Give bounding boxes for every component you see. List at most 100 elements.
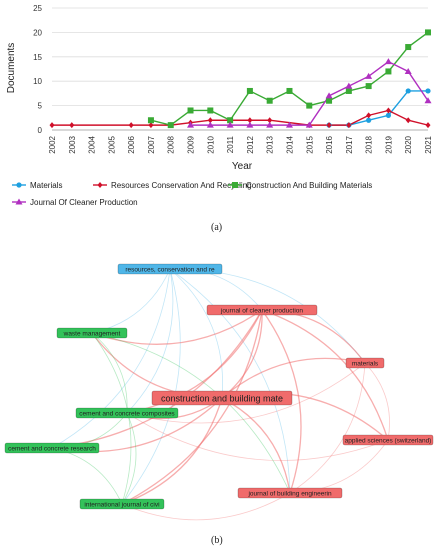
node-box <box>56 327 128 339</box>
data-point <box>148 122 154 129</box>
data-point <box>227 117 234 124</box>
data-point <box>425 29 431 36</box>
network-edge <box>91 332 291 494</box>
data-point <box>366 117 372 123</box>
network-edge <box>121 412 137 505</box>
network-edge <box>169 268 263 311</box>
network-edge <box>91 332 223 399</box>
node-label: materials <box>352 361 379 368</box>
network-edges <box>51 268 390 521</box>
data-point <box>345 87 352 94</box>
series-line <box>190 60 429 126</box>
data-point <box>346 122 352 129</box>
network-node: cement and concrete research <box>4 442 100 454</box>
x-tick-label: 2005 <box>107 135 116 153</box>
x-tick-label: 2004 <box>88 135 97 153</box>
network-edge <box>91 332 128 414</box>
node-label: journal of cleaner production <box>220 308 303 315</box>
node-label: international journal of civi <box>84 502 159 509</box>
data-point <box>246 121 254 128</box>
data-point <box>226 121 234 128</box>
series-line <box>329 90 428 126</box>
network-edge <box>91 268 171 334</box>
network-edge <box>221 309 263 399</box>
x-tick-label: 2020 <box>404 135 413 153</box>
x-tick-label: 2012 <box>246 135 255 153</box>
data-point <box>384 58 392 65</box>
data-point <box>187 121 195 128</box>
network-node: journal of building engineerin <box>237 487 343 499</box>
data-point <box>128 122 134 129</box>
x-tick-label: 2007 <box>147 135 156 153</box>
data-point <box>325 92 333 99</box>
network-edge <box>91 332 132 505</box>
x-tick-label: 2008 <box>167 135 176 153</box>
node-box <box>75 407 179 419</box>
node-label: applied sciences (switzerland) <box>345 438 432 445</box>
node-label: waste management <box>63 331 121 338</box>
data-point <box>405 117 411 124</box>
x-tick-label: 2019 <box>384 135 393 153</box>
node-box <box>117 263 223 275</box>
series-markers <box>49 29 432 129</box>
data-point <box>405 88 411 94</box>
data-point <box>326 97 333 104</box>
legend-label: Resources Conservation And Recycling <box>111 181 252 190</box>
data-point <box>246 87 253 94</box>
data-point <box>247 117 253 124</box>
x-tick-label: 2017 <box>345 135 354 153</box>
caption-a: (a) <box>211 222 223 233</box>
x-tick-label: 2003 <box>68 135 77 153</box>
network-edge <box>121 268 181 505</box>
network-edge <box>121 397 223 505</box>
legend-label: Materials <box>30 181 62 190</box>
data-point <box>49 122 55 129</box>
data-point <box>206 121 214 128</box>
network-edge <box>364 362 390 441</box>
data-point <box>345 82 353 89</box>
network-edge <box>51 447 123 505</box>
data-point <box>207 117 213 124</box>
x-tick-label: 2011 <box>226 135 235 153</box>
x-tick-label: 2021 <box>424 135 433 153</box>
node-box <box>345 357 385 369</box>
network-edge <box>121 309 263 505</box>
data-point <box>326 122 332 129</box>
x-tick-label: 2018 <box>365 135 374 153</box>
data-point <box>405 44 412 51</box>
legend-marker <box>232 182 238 188</box>
network-edge <box>126 362 366 424</box>
data-point <box>385 112 392 118</box>
x-tick-label: 2013 <box>266 135 275 153</box>
data-point <box>424 97 432 104</box>
legend-marker <box>15 198 23 205</box>
node-box <box>151 390 293 406</box>
y-tick-label: 20 <box>33 28 42 37</box>
data-point <box>207 107 214 114</box>
chart-grid <box>52 7 428 131</box>
data-point <box>286 87 293 94</box>
network-diagram: resources, conservation and re journal of… <box>4 263 434 521</box>
data-point <box>285 121 293 128</box>
x-tick-label: 2009 <box>187 135 196 153</box>
network-edge <box>51 268 171 449</box>
chart-legend: Materials Resources Conservation And Recy… <box>12 181 372 207</box>
data-point <box>266 121 274 128</box>
data-point <box>305 121 313 128</box>
data-point <box>267 117 273 124</box>
network-node: construction and building mate <box>151 390 293 406</box>
data-point <box>69 122 75 129</box>
network-node: waste management <box>56 327 128 339</box>
node-label: resources, conservation and re <box>125 267 215 274</box>
network-edge <box>261 309 389 441</box>
data-point <box>167 122 174 129</box>
y-tick-label: 5 <box>38 102 43 111</box>
y-axis-label: Documents <box>6 43 17 94</box>
x-tick-label: 2010 <box>206 135 215 153</box>
network-node: materials <box>345 357 385 369</box>
data-point <box>187 107 194 114</box>
x-tick-label: 2002 <box>48 135 57 153</box>
network-node: international journal of civi <box>79 498 165 510</box>
node-box <box>4 442 100 454</box>
network-edge <box>51 309 263 449</box>
